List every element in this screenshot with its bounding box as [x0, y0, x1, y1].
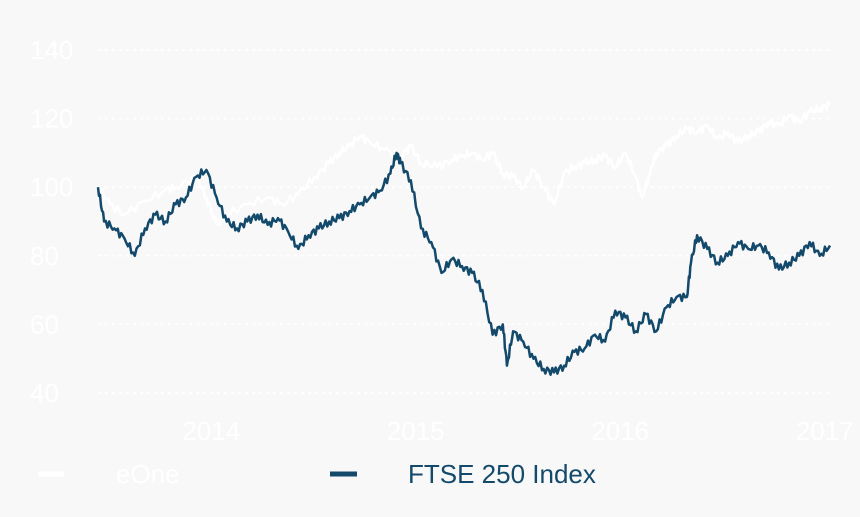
x-tick-label: 2014: [182, 416, 240, 446]
x-tick-label: 2016: [591, 416, 649, 446]
legend-item-eone[interactable]: eOne: [38, 459, 180, 489]
legend-item-ftse[interactable]: FTSE 250 Index: [330, 459, 596, 489]
legend-label-ftse: FTSE 250 Index: [408, 459, 596, 489]
y-tick-label: 140: [30, 35, 73, 65]
series-lines: [96, 100, 832, 376]
series-line-eone: [96, 100, 832, 227]
y-tick-label: 60: [30, 309, 59, 339]
legend-label-eone: eOne: [116, 459, 180, 489]
y-tick-label: 100: [30, 172, 73, 202]
y-axis-ticks: 40 60 80 100 120 140: [30, 35, 73, 408]
x-tick-label: 2015: [387, 416, 445, 446]
y-tick-label: 80: [30, 241, 59, 271]
y-tick-label: 40: [30, 378, 59, 408]
legend: eOne FTSE 250 Index: [38, 459, 596, 489]
series-line-ftse: [96, 151, 832, 376]
y-tick-label: 120: [30, 104, 73, 134]
x-tick-label: 2017: [796, 416, 854, 446]
gridlines: [98, 49, 830, 394]
x-axis-ticks: 2014 2015 2016 2017: [182, 416, 853, 446]
